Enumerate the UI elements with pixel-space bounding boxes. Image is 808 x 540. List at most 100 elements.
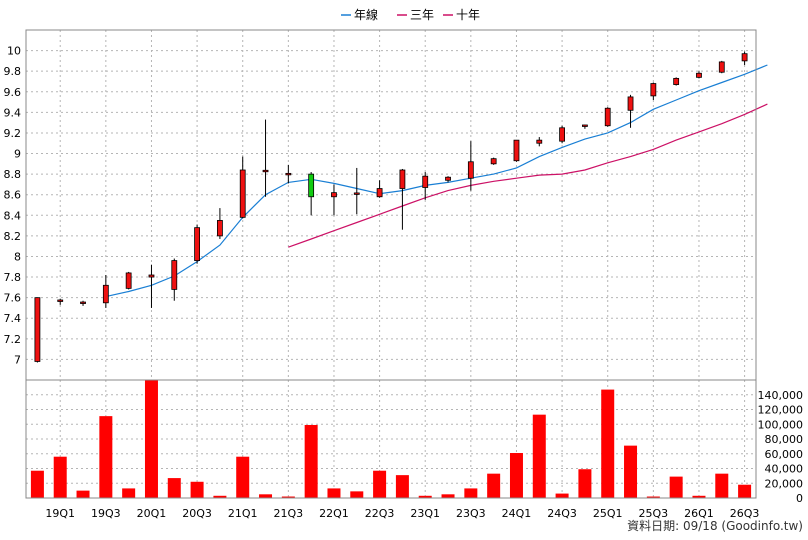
volume-bar xyxy=(327,488,341,498)
volume-tick-label: 100,000 xyxy=(758,418,804,431)
candle xyxy=(741,51,748,65)
candle xyxy=(80,300,86,306)
volume-bar xyxy=(53,456,67,498)
candle xyxy=(604,107,611,127)
candle xyxy=(559,125,565,144)
candle-body xyxy=(422,175,429,188)
candle xyxy=(331,184,337,216)
candle-body xyxy=(718,61,725,73)
volume-bar xyxy=(236,456,250,498)
volume-bar xyxy=(532,414,546,498)
price-tick-label: 8.2 xyxy=(4,230,22,243)
moving-average-lines xyxy=(105,64,768,298)
time-tick-label: 26Q1 xyxy=(684,507,714,520)
volume-tick-label: 40,000 xyxy=(765,463,804,476)
candle xyxy=(262,119,269,197)
volume-bar xyxy=(692,495,706,498)
candle-body xyxy=(604,107,611,127)
candle xyxy=(285,164,292,184)
three-year-line xyxy=(288,103,768,248)
candle xyxy=(194,224,200,264)
volume-tick-label: 20,000 xyxy=(765,477,804,490)
candle-body xyxy=(559,127,565,142)
candle-body xyxy=(262,169,269,173)
candle-body xyxy=(445,176,451,181)
time-tick-label: 19Q1 xyxy=(45,507,75,520)
price-tick-label: 10 xyxy=(7,45,21,58)
candle-body xyxy=(490,158,497,165)
price-tick-label: 8 xyxy=(14,250,21,263)
candle-body xyxy=(80,301,86,304)
candle-body xyxy=(239,169,246,218)
time-tick-label: 25Q1 xyxy=(593,507,623,520)
candle xyxy=(650,82,657,100)
candle xyxy=(376,180,383,198)
price-tick-label: 9.6 xyxy=(4,86,22,99)
volume-bar xyxy=(487,473,501,498)
time-tick-label: 23Q3 xyxy=(456,507,486,520)
price-tick-label: 7.2 xyxy=(4,333,22,346)
candle-body xyxy=(171,260,178,290)
volume-bar xyxy=(464,488,478,498)
candle xyxy=(467,141,474,191)
candle xyxy=(353,167,360,215)
volume-bar xyxy=(395,475,409,498)
volume-bar xyxy=(555,493,569,498)
candle-body xyxy=(194,227,200,261)
volume-bar xyxy=(601,389,615,498)
candle xyxy=(57,298,64,305)
volume-bar xyxy=(441,494,455,498)
time-tick-label: 21Q1 xyxy=(228,507,258,520)
candle-body xyxy=(57,299,64,302)
volume-bar xyxy=(213,495,227,498)
candle xyxy=(399,168,406,230)
candle xyxy=(102,275,109,308)
time-tick-label: 19Q3 xyxy=(91,507,121,520)
price-tick-label: 8.4 xyxy=(4,209,22,222)
candle-body xyxy=(102,284,109,304)
legend-label-3: 十年 xyxy=(456,8,480,22)
candle-body xyxy=(308,173,315,198)
volume-bar xyxy=(167,478,181,498)
price-tick-label: 7.8 xyxy=(4,271,22,284)
price-tick-label: 9.8 xyxy=(4,65,22,78)
candle-body xyxy=(536,139,543,144)
volume-bar xyxy=(259,494,273,498)
candle-body xyxy=(217,220,223,237)
volume-bar xyxy=(99,416,113,498)
time-tick-label: 20Q3 xyxy=(182,507,212,520)
time-tick-label: 24Q3 xyxy=(547,507,577,520)
time-tick-label: 22Q1 xyxy=(319,507,349,520)
volume-bar xyxy=(738,484,752,498)
volume-bar xyxy=(281,496,295,498)
candle-body xyxy=(673,77,680,85)
candle xyxy=(125,271,132,290)
volume-tick-label: 120,000 xyxy=(758,404,804,417)
time-tick-label: 26Q3 xyxy=(730,507,760,520)
volume-bar xyxy=(715,473,729,498)
candle xyxy=(536,137,543,147)
volume-bar xyxy=(646,496,660,498)
legend-label-1: 年線 xyxy=(354,7,378,22)
candle xyxy=(34,297,41,363)
price-tick-label: 7.4 xyxy=(4,312,22,325)
candle-body xyxy=(34,297,41,362)
candle-body xyxy=(467,161,474,179)
legend-label-2: 三年 xyxy=(410,8,434,22)
candle-body xyxy=(741,53,748,62)
price-tick-label: 9.4 xyxy=(4,106,22,119)
candle-body xyxy=(285,172,292,176)
time-tick-label: 24Q1 xyxy=(502,507,532,520)
candle xyxy=(513,139,520,162)
candlestick-series xyxy=(34,51,748,363)
volume-bar xyxy=(76,490,90,498)
candle xyxy=(490,157,497,165)
volume-bar xyxy=(122,488,136,498)
volume-tick-label: 60,000 xyxy=(765,448,804,461)
candle xyxy=(148,264,155,308)
data-source-footer: 資料日期: 09/18 (Goodinfo.tw) xyxy=(627,519,803,533)
price-axis-ticks: 7 7.2 7.4 7.6 7.8 8 8.2 8.4 8.6 8.8 9 9.2 9.4 9.6 9.8 1… xyxy=(4,45,22,367)
candle xyxy=(217,208,223,239)
candle-body xyxy=(353,192,360,195)
